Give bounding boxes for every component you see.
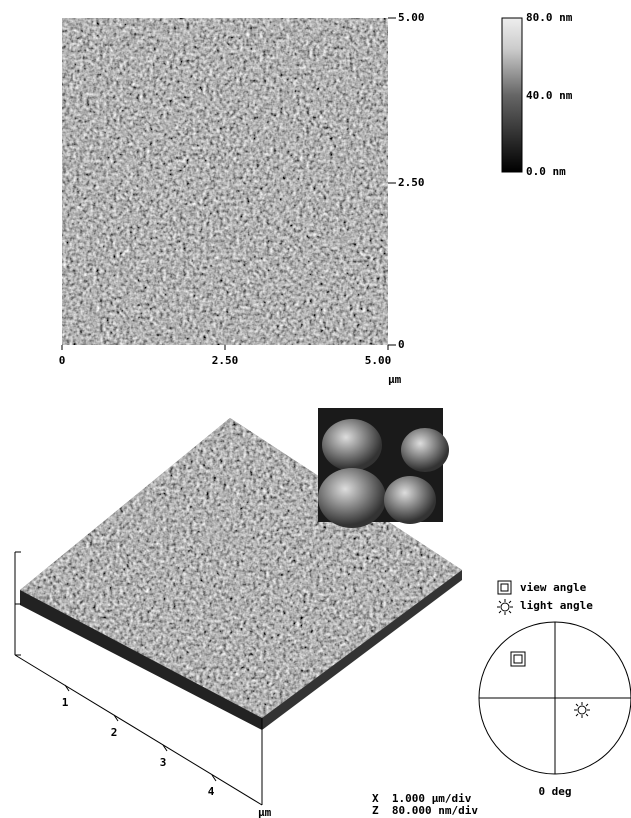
legend-label: light angle (520, 599, 593, 612)
scale-label: 80.0 nm (526, 11, 573, 24)
legend-label: view angle (520, 581, 587, 594)
axis-label: 4 (208, 785, 215, 798)
light-icon (497, 599, 513, 615)
unit-label: µm (388, 373, 402, 386)
afm-texture (62, 18, 388, 345)
y-tick-label: 0 (398, 338, 405, 351)
axis-label: 1 (62, 696, 69, 709)
scale-label: 40.0 nm (526, 89, 573, 102)
axis-label: 2 (111, 726, 118, 739)
y-tick-label: 5.00 (398, 11, 425, 24)
unit-label: µm (258, 806, 272, 818)
x-tick-label: 0 (59, 354, 66, 367)
view-icon (498, 581, 511, 594)
scale-label: 0.0 nm (526, 165, 566, 178)
scale-info: Z 80.000 nm/div (372, 804, 478, 817)
x-tick-label: 5.00 (365, 354, 392, 367)
y-tick-label: 2.50 (398, 176, 425, 189)
view-icon (501, 584, 508, 591)
angle-dial (479, 622, 631, 774)
axis-label: 3 (160, 756, 167, 769)
figure: 5.00 2.50 0 0 2.50 5.00 µm 80.0 nm 40.0 … (0, 0, 631, 818)
x-tick-label: 2.50 (212, 354, 239, 367)
dial-label: 0 deg (538, 785, 571, 798)
color-bar (502, 18, 522, 172)
